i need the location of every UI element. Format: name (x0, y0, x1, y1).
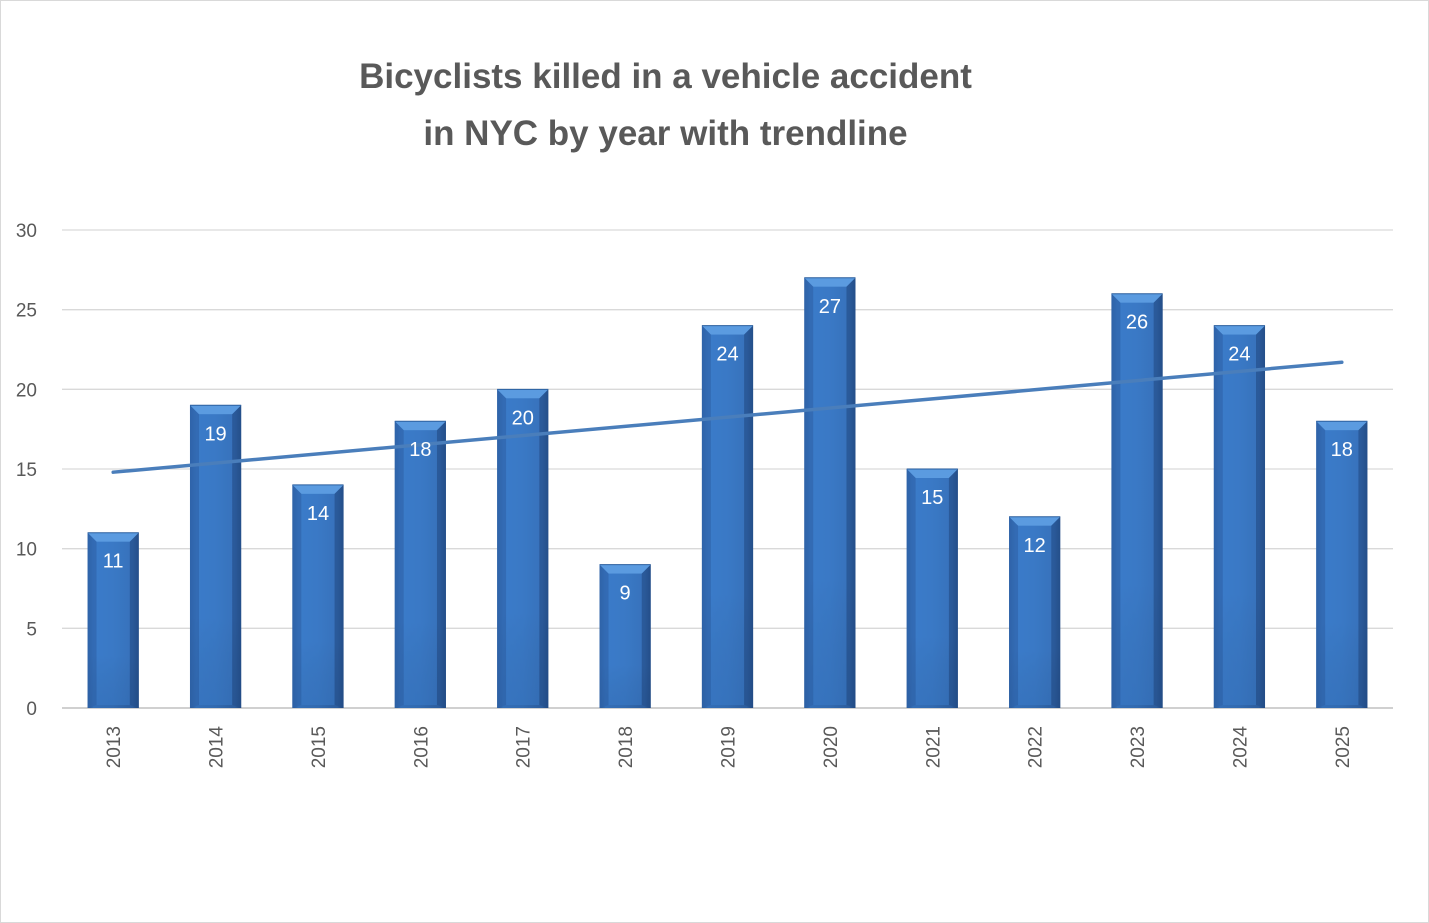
x-tick-label: 2017 (514, 726, 535, 768)
trendline-path (111, 360, 1344, 474)
chart-title-line-1: Bicyclists killed in a vehicle accident (359, 57, 972, 96)
bar-2024 (1213, 325, 1266, 708)
x-tick-label: 2025 (1333, 726, 1354, 768)
bar-2020 (804, 277, 856, 708)
x-tick-label: 2019 (719, 726, 740, 768)
y-tick-label: 0 (26, 699, 37, 720)
x-tick-label: 2021 (923, 726, 944, 768)
data-label: 15 (921, 487, 943, 509)
bar-2025 (1316, 420, 1368, 708)
data-labels: 11 19 14 18 20 9 24 27 15 12 26 24 18 (103, 296, 1353, 605)
data-label: 14 (307, 503, 329, 525)
chart-title: Bicyclists killed in a vehicle accident … (0, 48, 1331, 162)
x-tick-label: 2014 (207, 726, 228, 769)
data-label: 20 (512, 407, 534, 429)
bar-2014 (189, 404, 242, 708)
chart-title-line-2: in NYC by year with trendline (423, 114, 908, 153)
x-tick-label: 2015 (309, 726, 330, 768)
x-tick-label: 2023 (1128, 726, 1149, 768)
trendline (111, 360, 1344, 474)
data-label: 9 (620, 583, 631, 605)
y-tick-label: 15 (16, 460, 37, 481)
data-label: 19 (204, 423, 226, 445)
data-label: 24 (716, 344, 738, 366)
data-label: 11 (103, 551, 124, 573)
data-label: 12 (1024, 535, 1046, 557)
x-tick-label: 2018 (616, 726, 637, 768)
x-tick-label: 2016 (411, 726, 432, 768)
y-tick-label: 10 (16, 540, 37, 561)
bar-series (87, 277, 1368, 708)
x-tick-label: 2013 (104, 726, 125, 768)
data-label: 27 (819, 296, 841, 318)
bar-2022 (1009, 516, 1061, 708)
bar-2018 (599, 564, 651, 708)
data-label: 24 (1228, 344, 1250, 366)
bar-2023 (1111, 293, 1163, 708)
x-axis: 2013 2014 2015 2016 2017 2018 2019 2020 2021 2022… (104, 726, 1354, 769)
y-tick-label: 25 (16, 301, 37, 322)
data-label: 26 (1126, 312, 1148, 334)
y-tick-label: 5 (26, 619, 37, 640)
bar-2017 (497, 388, 549, 708)
bar-2015 (292, 484, 344, 708)
x-tick-label: 2024 (1230, 726, 1251, 769)
x-tick-label: 2022 (1026, 726, 1047, 768)
bar-2021 (906, 468, 958, 708)
data-label: 18 (409, 439, 431, 461)
bar-2019 (701, 325, 754, 708)
y-tick-label: 20 (16, 380, 37, 401)
y-axis: 0 5 10 15 20 25 30 (16, 221, 37, 720)
x-tick-label: 2020 (821, 726, 842, 768)
bar-2016 (394, 420, 446, 708)
bar-2013 (87, 532, 139, 708)
data-label: 18 (1331, 439, 1353, 461)
y-tick-label: 30 (16, 221, 37, 242)
